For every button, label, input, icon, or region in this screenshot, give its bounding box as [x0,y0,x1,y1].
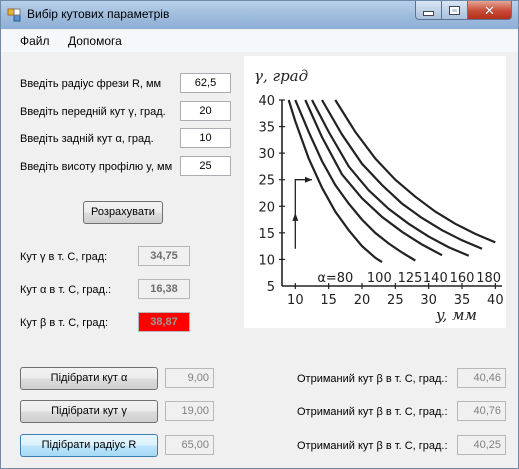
arrow-icon [292,212,299,221]
alpha-result-value: 16,38 [138,279,190,299]
beta-obtained-label-1: Отриманий кут β в т. С, град.: [297,373,448,385]
minimize-button[interactable] [415,1,442,20]
x-tick-label: 25 [387,293,404,308]
curve-1 [294,99,416,262]
curve-label: 160 [450,271,475,286]
clearance-angle-label: Введіть задній кут α, град. [20,133,154,145]
curve-5 [334,99,496,244]
x-tick-label: 15 [320,293,337,308]
beta-obtained-value-2: 40,76 [457,401,506,421]
y-tick-label: 35 [258,121,275,136]
menu-help[interactable]: Допомога [68,34,122,48]
x-tick-label: 30 [420,293,437,308]
curve-0 [287,99,383,264]
y-tick-label: 30 [258,147,275,162]
pick-alpha-value: 9,00 [165,368,214,388]
clearance-angle-input[interactable]: 10 [180,128,231,148]
example-path [294,179,312,249]
radius-label: Введіть радіус фрези R, мм [20,78,162,90]
chart-x-label: y, мм [435,306,477,324]
beta-obtained-value-3: 40,25 [457,435,506,455]
gamma-result-label: Кут γ в т. С, град: [20,251,108,263]
menu-bar: Файл Допомога [1,30,518,52]
x-tick-label: 20 [354,293,371,308]
curve-label: 125 [398,271,423,286]
title-bar[interactable]: Вибір кутових параметрів ✕ [1,1,518,29]
curve-label: 180 [476,271,501,286]
curve-3 [311,99,470,257]
app-icon [7,8,21,22]
rake-angle-input[interactable]: 20 [180,101,231,121]
maximize-icon [449,5,460,15]
pick-radius-value: 65,00 [165,435,214,455]
close-icon: ✕ [484,2,495,18]
curve-2 [304,99,443,257]
curve-4 [321,99,483,250]
profile-height-input[interactable]: 25 [180,156,231,176]
beta-obtained-label-2: Отриманий кут β в т. С, град.: [297,406,448,418]
curve-label: α=80 [317,271,353,286]
pick-radius-button[interactable]: Підібрати радіус R [20,434,158,457]
x-tick-label: 35 [454,293,471,308]
y-tick-label: 15 [258,227,275,242]
angle-chart-svg: γ, град y, мм 5 10 15 20 25 30 35 40 10 15 20 25 30 3… [254,67,504,324]
pick-alpha-button[interactable]: Підібрати кут α [20,367,158,390]
alpha-result-label: Кут α в т. С, град.: [20,284,112,296]
arrow-icon [305,176,312,183]
angle-chart: γ, град y, мм 5 10 15 20 25 30 35 40 10 15 20 25 30 3… [244,56,506,328]
minimize-icon [423,10,434,16]
beta-result-label: Кут β в т. С, град: [20,317,108,329]
maximize-button[interactable] [442,1,468,20]
pick-gamma-button[interactable]: Підібрати кут γ [20,400,158,423]
beta-obtained-label-3: Отриманий кут β в т. С, град.: [297,440,448,452]
beta-result-value: 38,87 [138,312,190,332]
curve-label: 100 [367,271,392,286]
pick-gamma-value: 19,00 [165,401,214,421]
y-tick-label: 10 [258,253,275,268]
rake-angle-label: Введіть передній кут γ, град. [20,106,166,118]
gamma-result-value: 34,75 [138,246,190,266]
menu-file[interactable]: Файл [20,34,50,48]
y-tick-label: 5 [267,280,275,295]
y-tick-label: 25 [258,174,275,189]
calculate-button[interactable]: Розрахувати [83,201,163,224]
window-title: Вибір кутових параметрів [27,7,170,21]
chart-y-label: γ, град [254,67,308,85]
beta-obtained-value-1: 40,46 [457,368,506,388]
profile-height-label: Введіть висоту профілю y, мм [20,161,173,173]
x-tick-label: 10 [287,293,304,308]
radius-input[interactable]: 62,5 [180,73,231,93]
curve-label: 140 [423,271,448,286]
y-tick-label: 40 [258,94,275,109]
x-tick-label: 40 [487,293,504,308]
y-tick-label: 20 [258,200,275,215]
close-button[interactable]: ✕ [468,1,512,20]
